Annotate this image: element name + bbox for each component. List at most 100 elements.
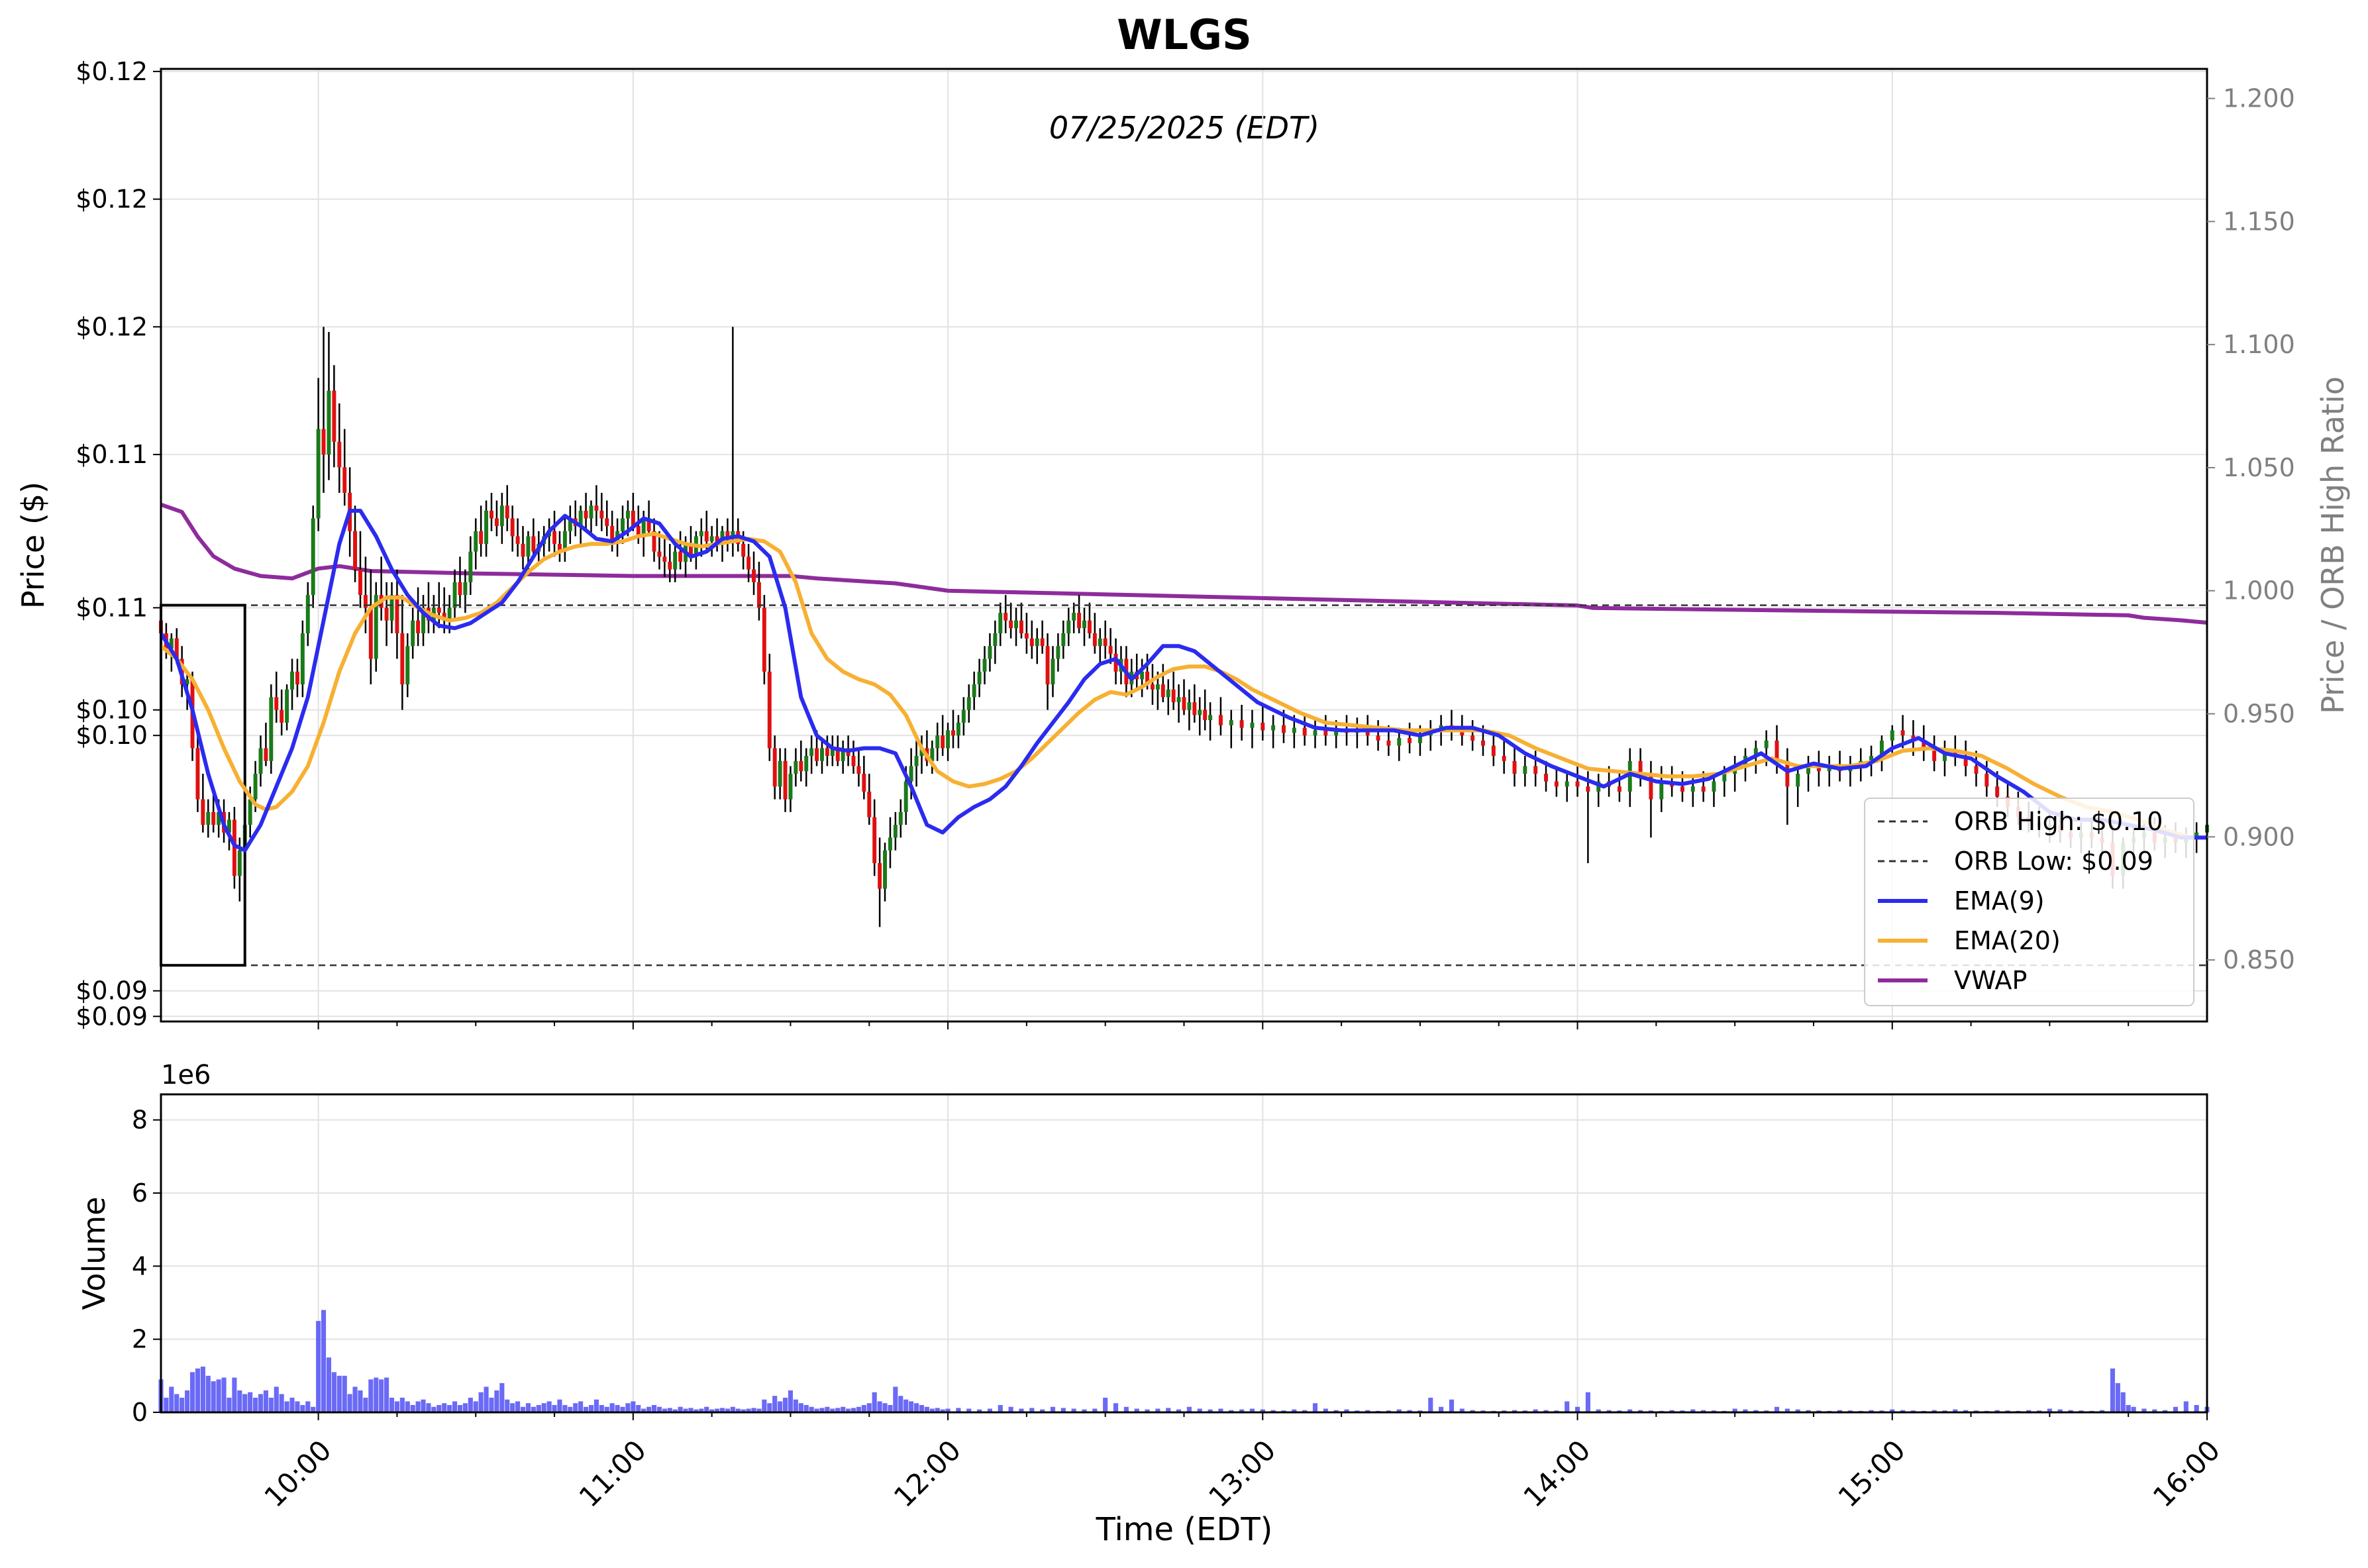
volume-bar — [1092, 1408, 1098, 1412]
price-axis-label: Price ($) — [15, 482, 51, 609]
volume-bar — [599, 1404, 604, 1412]
volume-bar — [384, 1377, 389, 1412]
chart-title: WLGS — [1117, 11, 1251, 59]
candle-body — [1292, 727, 1296, 733]
volume-bar — [484, 1386, 489, 1412]
volume-bar — [1249, 1408, 1255, 1412]
volume-bar — [1197, 1408, 1202, 1412]
volume-bar — [646, 1406, 652, 1412]
candle-body — [752, 569, 756, 582]
volume-bar — [1627, 1409, 1633, 1412]
volume-bar — [631, 1401, 636, 1412]
volume-bar — [866, 1403, 872, 1412]
volume-tick-label: 8 — [132, 1106, 148, 1135]
volume-bar — [672, 1409, 678, 1412]
volume-bar — [1218, 1408, 1223, 1412]
volume-bar — [909, 1401, 914, 1412]
volume-bar — [1459, 1408, 1465, 1412]
volume-bar — [846, 1408, 851, 1412]
candle-body — [1077, 613, 1082, 629]
candle-body — [1890, 730, 1894, 741]
volume-bar — [898, 1396, 903, 1412]
volume-bar — [782, 1397, 788, 1412]
volume-bar — [552, 1404, 557, 1412]
candle-body — [217, 811, 221, 825]
candle-body — [1586, 786, 1590, 792]
candle-body — [1753, 748, 1758, 757]
volume-bar — [431, 1406, 437, 1412]
candle-body — [474, 531, 478, 552]
candle-body — [1480, 740, 1485, 746]
volume-bar — [1113, 1403, 1119, 1412]
volume-bar — [1565, 1401, 1570, 1412]
volume-bar — [1008, 1406, 1013, 1412]
volume-bar — [2057, 1409, 2063, 1412]
volume-bar — [583, 1406, 589, 1412]
volume-bar — [1208, 1409, 1213, 1412]
candle-body — [862, 774, 866, 792]
volume-exponent-label: 1e6 — [161, 1060, 211, 1090]
volume-bar — [169, 1386, 174, 1412]
chart-subtitle: 07/25/2025 (EDT) — [1049, 110, 1319, 146]
volume-bar — [274, 1386, 279, 1412]
volume-axis: 0 2 4 6 8 — [132, 1106, 161, 1427]
volume-bar — [410, 1404, 415, 1412]
volume-bar — [1701, 1410, 1706, 1412]
volume-bar — [399, 1397, 405, 1412]
volume-bar — [1795, 1409, 1800, 1412]
candle-body — [1187, 702, 1192, 710]
candle-body — [321, 429, 326, 455]
volume-bar — [1953, 1409, 1958, 1412]
candle-body — [799, 760, 803, 772]
candle-body — [1984, 774, 1989, 787]
volume-bar — [888, 1404, 893, 1412]
candle-body — [1176, 697, 1181, 703]
volume-bar — [956, 1408, 961, 1412]
candle-body — [1523, 766, 1527, 774]
candle-body — [468, 551, 473, 582]
volume-bar — [715, 1408, 720, 1412]
candle-body — [447, 607, 452, 621]
candle-body — [1092, 633, 1097, 647]
candle-body — [258, 748, 263, 774]
volume-bar — [2110, 1368, 2115, 1412]
candle-body — [1098, 638, 1102, 647]
price-tick-label: $0.12 — [76, 57, 148, 86]
candle-body — [1995, 786, 2000, 797]
volume-bar — [263, 1390, 268, 1412]
candle-body — [400, 633, 405, 685]
volume-bar — [1176, 1409, 1182, 1412]
volume-bar — [311, 1406, 316, 1412]
volume-bar — [688, 1408, 694, 1412]
candle-body — [1160, 684, 1165, 698]
candle-body — [746, 556, 751, 570]
volume-bar — [2100, 1410, 2105, 1412]
candle-body — [589, 505, 593, 519]
candle-body — [2194, 832, 2199, 838]
volume-bar — [877, 1401, 882, 1412]
candle-body — [1376, 735, 1380, 741]
volume-bar — [352, 1386, 358, 1412]
volume-bar — [725, 1408, 730, 1412]
candle-body — [946, 730, 951, 749]
volume-bar — [825, 1406, 830, 1412]
candle-body — [327, 390, 331, 455]
volume-bar — [1239, 1409, 1245, 1412]
volume-bar — [1134, 1408, 1139, 1412]
volume-bar — [767, 1403, 772, 1412]
candle-body — [1302, 727, 1307, 736]
volume-bar — [929, 1408, 935, 1412]
candle-body — [1261, 722, 1265, 731]
ratio-tick-label: 0.900 — [2223, 822, 2295, 851]
price-tick-label: $0.12 — [76, 185, 148, 214]
volume-bar — [615, 1404, 620, 1412]
price-tick-label: $0.09 — [76, 976, 148, 1006]
candle-body — [437, 607, 441, 613]
volume-bar — [389, 1397, 395, 1412]
candle-body — [237, 850, 242, 876]
candle-body — [1271, 725, 1276, 731]
candle-body — [342, 467, 347, 493]
candle-body — [1512, 760, 1517, 774]
time-axis-label: Time (EDT) — [1096, 1511, 1273, 1548]
